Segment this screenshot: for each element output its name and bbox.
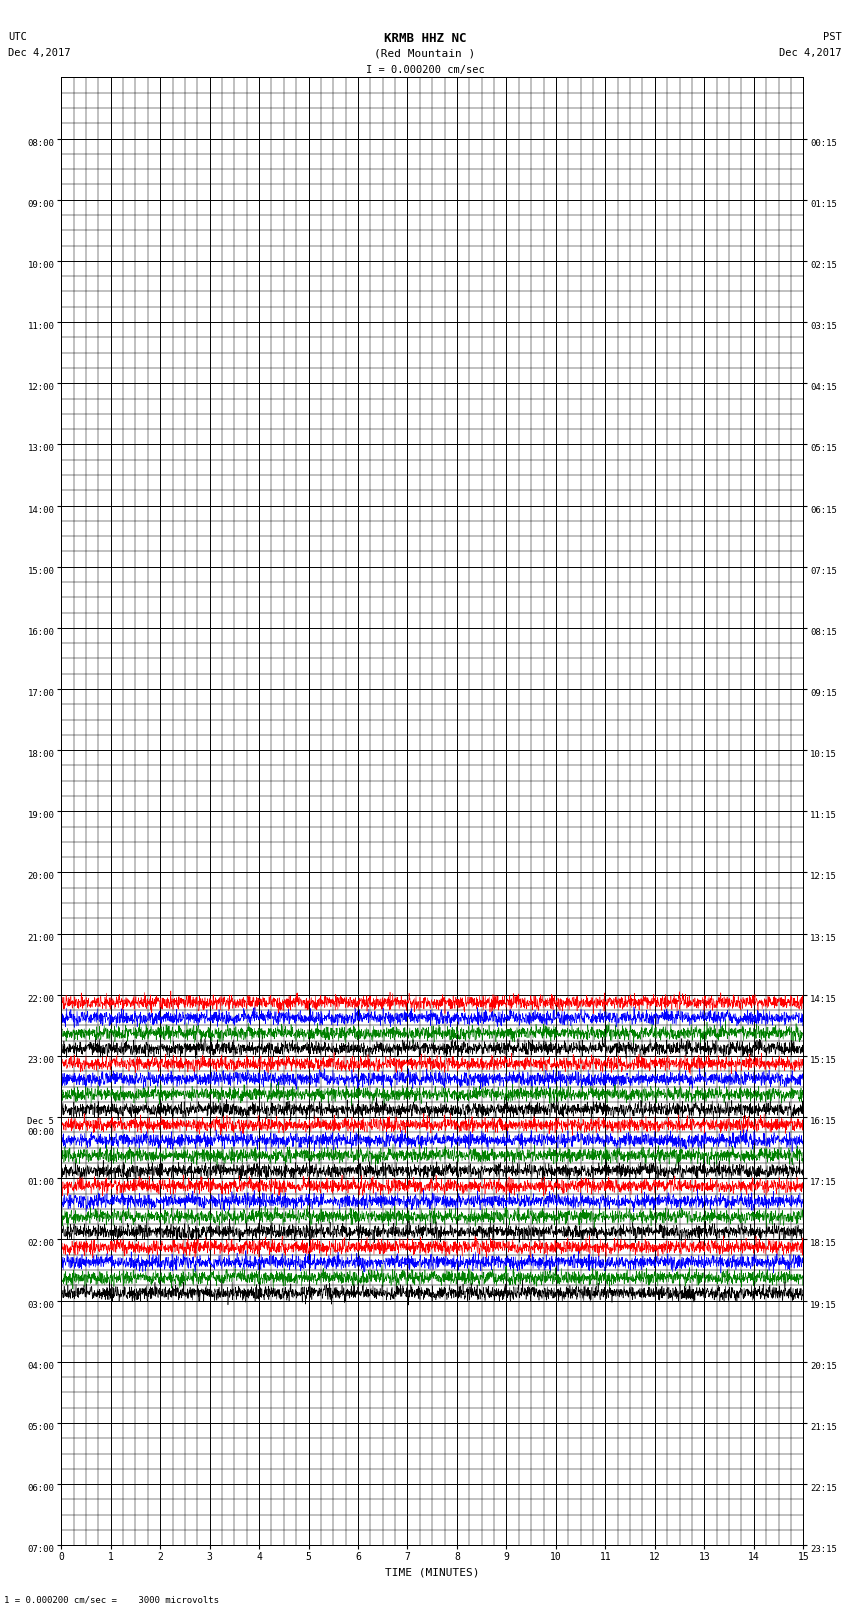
Text: Dec 4,2017: Dec 4,2017 xyxy=(8,48,71,58)
Text: KRMB HHZ NC: KRMB HHZ NC xyxy=(383,32,467,45)
Text: I = 0.000200 cm/sec: I = 0.000200 cm/sec xyxy=(366,65,484,74)
Text: 1 = 0.000200 cm/sec =    3000 microvolts: 1 = 0.000200 cm/sec = 3000 microvolts xyxy=(4,1595,219,1605)
Text: PST: PST xyxy=(823,32,842,42)
X-axis label: TIME (MINUTES): TIME (MINUTES) xyxy=(385,1568,479,1578)
Text: UTC: UTC xyxy=(8,32,27,42)
Text: (Red Mountain ): (Red Mountain ) xyxy=(374,48,476,58)
Text: Dec 4,2017: Dec 4,2017 xyxy=(779,48,842,58)
